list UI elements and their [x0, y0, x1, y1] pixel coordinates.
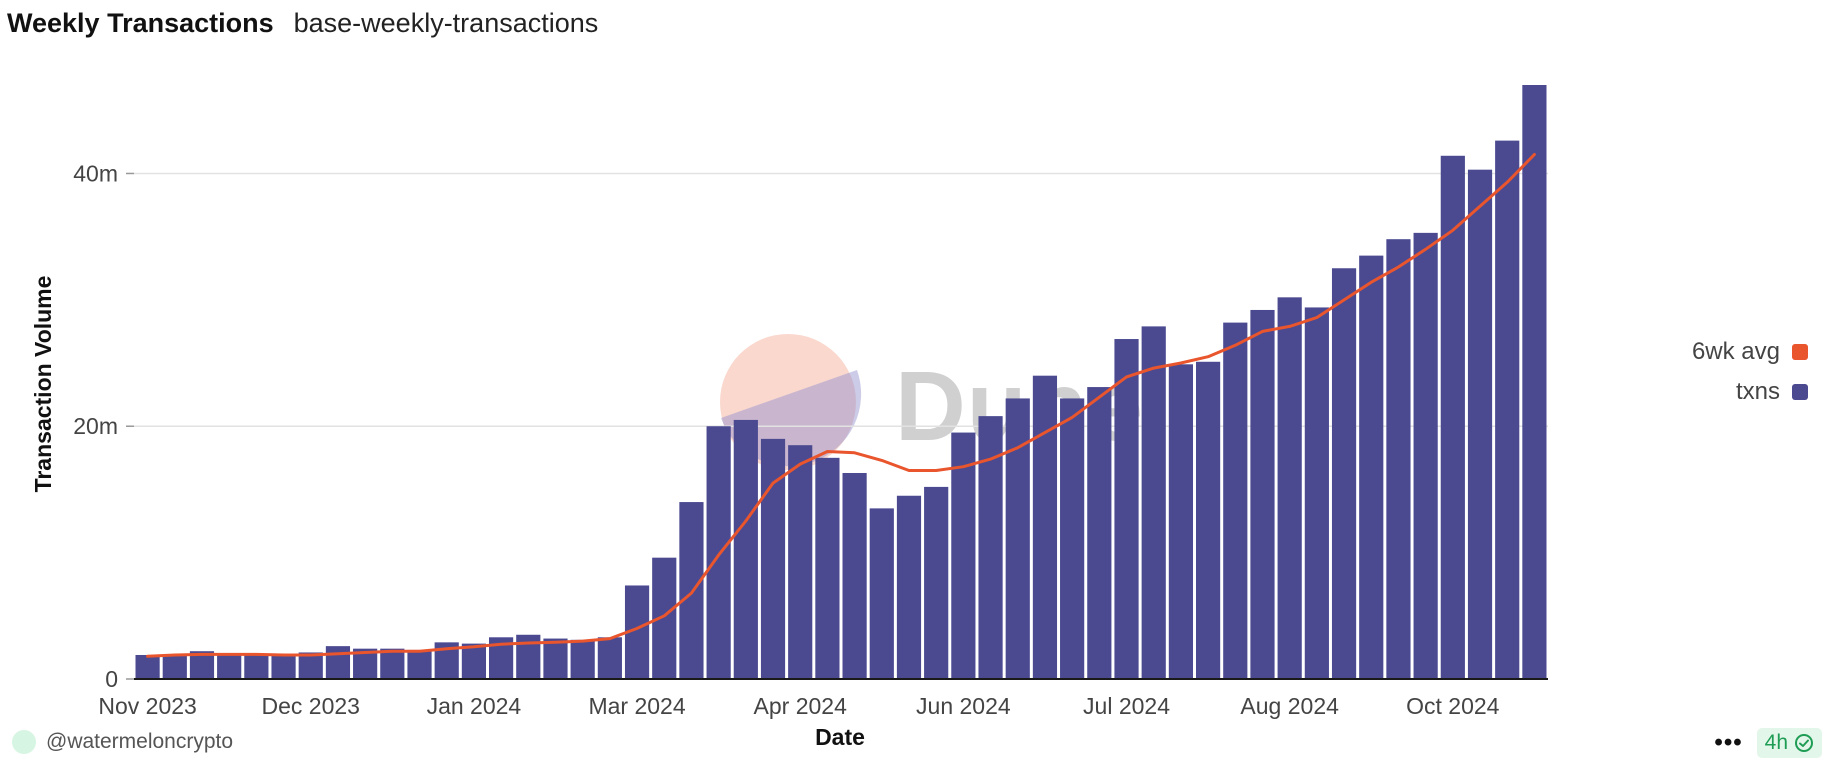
x-tick-label: Oct 2024 — [1406, 693, 1500, 719]
bar-txns — [1114, 339, 1139, 679]
query-name[interactable]: base-weekly-transactions — [293, 8, 599, 38]
author-name: @watermeloncrypto — [46, 730, 234, 753]
bar-txns — [135, 654, 160, 679]
bar-txns — [162, 654, 187, 679]
bar-txns — [842, 472, 867, 679]
legend-item-6wk-avg[interactable]: 6wk avg — [1692, 338, 1808, 366]
bar-txns — [1250, 309, 1275, 679]
bar-txns — [543, 638, 568, 679]
legend-swatch — [1792, 344, 1808, 360]
author-link[interactable]: @watermeloncrypto — [12, 730, 233, 754]
y-tick-label: 0 — [105, 666, 118, 692]
chart-title: Weekly Transactions — [7, 8, 274, 38]
x-tick-label: Apr 2024 — [754, 693, 848, 719]
footer-actions: ••• 4h — [1714, 728, 1822, 758]
bar-txns — [706, 426, 731, 679]
legend-item-txns[interactable]: txns — [1736, 378, 1808, 406]
bar-txns — [271, 654, 296, 679]
bar-txns — [1032, 375, 1058, 679]
x-tick-label: Jun 2024 — [916, 693, 1011, 719]
chart-legend: 6wk avg txns — [1692, 338, 1808, 406]
legend-label: txns — [1735, 378, 1780, 405]
bar-txns — [1005, 398, 1030, 679]
refresh-age: 4h — [1764, 731, 1788, 754]
bar-txns — [1386, 239, 1411, 679]
x-axis-title: Date — [815, 724, 865, 750]
bar-txns — [597, 637, 622, 679]
y-tick-label: 20m — [73, 413, 118, 439]
x-tick-label: Aug 2024 — [1240, 693, 1339, 719]
bar-txns — [1277, 297, 1302, 679]
bar-txns — [407, 649, 432, 679]
bar-txns — [298, 652, 323, 679]
bar-txns — [380, 648, 405, 679]
bar-txns — [815, 457, 840, 679]
bar-txns — [1060, 398, 1085, 679]
y-tick-label: 40m — [73, 160, 118, 186]
x-tick-label: Jan 2024 — [427, 693, 522, 719]
author-avatar — [12, 730, 36, 754]
y-axis-title: Transaction Volume — [30, 276, 56, 493]
bar-txns — [1168, 364, 1193, 679]
x-tick-label: Mar 2024 — [588, 693, 685, 719]
bar-txns — [760, 438, 786, 679]
bar-txns — [788, 445, 813, 679]
bar-txns — [570, 639, 595, 679]
x-tick-label: Dec 2023 — [262, 693, 360, 719]
bar-txns — [1223, 322, 1248, 679]
bar-txns — [896, 495, 922, 679]
refresh-status-badge[interactable]: 4h — [1756, 728, 1822, 758]
bar-txns — [244, 654, 269, 679]
bar-txns — [217, 653, 242, 679]
legend-label: 6wk avg — [1691, 338, 1780, 365]
more-options-icon[interactable]: ••• — [1714, 729, 1743, 756]
bar-txns — [1495, 140, 1520, 679]
bar-txns — [461, 643, 486, 679]
check-circle-icon — [1795, 734, 1813, 752]
bar-txns — [325, 646, 351, 679]
bar-txns — [1359, 255, 1384, 680]
bar-txns — [951, 432, 976, 679]
bar-txns — [733, 419, 758, 679]
bar-txns — [1522, 85, 1547, 679]
line-6wk-avg — [146, 153, 1536, 658]
bar-txns — [1304, 307, 1329, 679]
bar-txns — [1087, 387, 1112, 679]
bar-txns — [1196, 361, 1221, 679]
bar-txns — [869, 508, 894, 679]
bar-txns — [1141, 326, 1166, 679]
x-tick-label: Nov 2023 — [98, 693, 196, 719]
bar-txns — [1413, 232, 1438, 679]
bar-txns — [1331, 268, 1357, 679]
bar-txns — [924, 486, 949, 679]
chart-header: Weekly Transactions base-weekly-transact… — [7, 8, 598, 39]
legend-swatch — [1792, 384, 1808, 400]
bar-txns — [1467, 169, 1493, 680]
x-tick-label: Jul 2024 — [1083, 693, 1170, 719]
bar-txns — [1440, 155, 1465, 679]
